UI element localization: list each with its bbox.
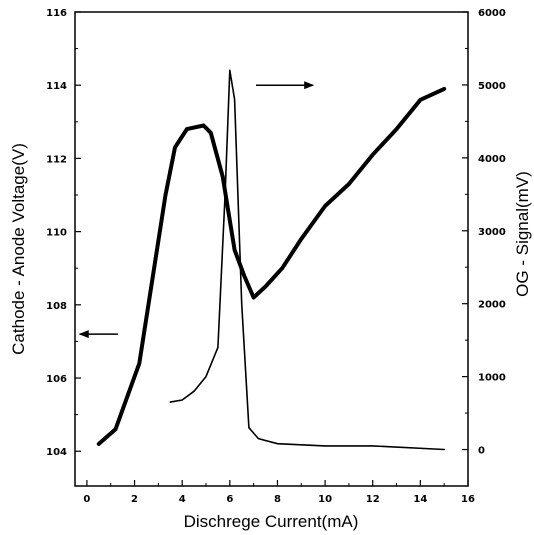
- x-tick-label: 16: [461, 494, 475, 505]
- y-right-tick-label: 2000: [478, 300, 506, 311]
- y-right-tick-label: 1000: [478, 373, 506, 384]
- y-right-tick-label: 6000: [478, 8, 506, 19]
- right-y-axis-ticks: 0 1000 2000 3000 4000 5000 6000: [462, 8, 506, 457]
- y-left-tick-label: 116: [46, 8, 67, 19]
- x-tick-label: 6: [226, 494, 233, 505]
- left-y-axis-ticks: 104 106 108 110 112 114 116: [46, 8, 81, 458]
- y-left-tick-label: 112: [46, 154, 67, 165]
- og-signal-series-line: [169, 69, 446, 451]
- x-tick-label: 14: [413, 494, 427, 505]
- y-right-tick-label: 0: [478, 446, 485, 457]
- y-left-tick-label: 114: [46, 81, 67, 92]
- y-right-tick-label: 4000: [478, 154, 506, 165]
- series-layer: [78, 69, 447, 451]
- plot-frame: [74, 11, 469, 487]
- right-y-axis-title: OG - Signal(mV): [513, 171, 532, 297]
- y-left-tick-label: 110: [46, 228, 67, 239]
- x-tick-label: 0: [83, 494, 90, 505]
- x-axis-ticks: 0 2 4 6 8 10 12 14 16: [83, 480, 475, 505]
- x-tick-label: 10: [318, 494, 332, 505]
- y-right-tick-label: 5000: [478, 81, 506, 92]
- x-tick-label: 4: [179, 494, 186, 505]
- y-left-tick-label: 104: [46, 447, 67, 458]
- y-left-tick-label: 108: [46, 301, 67, 312]
- x-tick-label: 8: [274, 494, 281, 505]
- x-tick-label: 12: [366, 494, 380, 505]
- y-right-tick-label: 3000: [478, 227, 506, 238]
- left-y-axis-title: Cathode - Anode Voltage(V): [9, 143, 28, 355]
- y-left-tick-label: 106: [46, 374, 67, 385]
- x-axis-title: Dischrege Current(mA): [184, 512, 359, 531]
- x-tick-label: 2: [131, 494, 138, 505]
- voltage-series-line: [96, 86, 447, 446]
